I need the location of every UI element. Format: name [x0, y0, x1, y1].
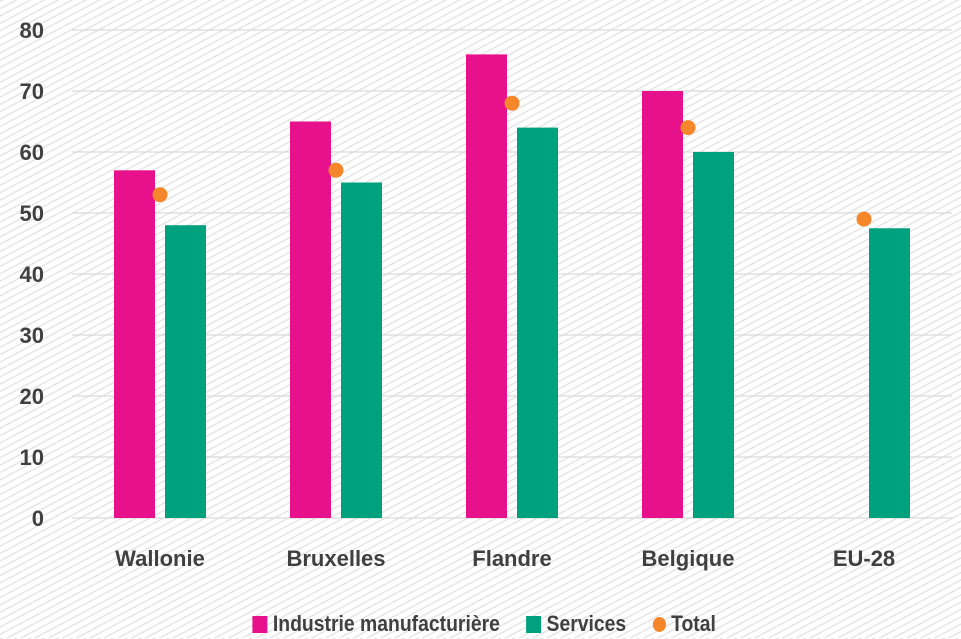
marker-total-wallonie	[152, 187, 168, 203]
bar-services-wallonie	[165, 225, 206, 518]
y-tick-label: 50	[20, 201, 44, 226]
legend-label-industrie: Industrie manufacturière	[272, 611, 500, 636]
marker-total-bruxelles	[328, 162, 344, 178]
y-tick-label: 10	[20, 445, 44, 470]
y-axis-ticks: 0 10 20 30 40 50 60 70 80	[20, 18, 44, 531]
y-tick-label: 0	[32, 506, 44, 531]
marker-total-flandre	[504, 95, 520, 111]
y-tick-label: 20	[20, 384, 44, 409]
y-tick-label: 30	[20, 323, 44, 348]
x-tick-label-eu-28: EU-28	[833, 546, 895, 571]
bar-services-bruxelles	[341, 182, 382, 518]
total-markers	[152, 95, 872, 227]
y-tick-label: 60	[20, 140, 44, 165]
legend: Industrie manufacturière Services Total	[61, 609, 907, 639]
bar-industrie-manufacturiere-bruxelles	[290, 121, 331, 518]
x-axis-ticks: Wallonie Bruxelles Flandre Belgique EU-28	[115, 546, 895, 571]
bar-industrie-manufacturiere-belgique	[642, 91, 683, 518]
bar-services-eu-28	[869, 228, 910, 518]
x-tick-label-belgique: Belgique	[642, 546, 735, 571]
legend-item-total: Total	[652, 611, 716, 637]
bar-industrie-manufacturiere-flandre	[466, 54, 507, 519]
x-tick-label-flandre: Flandre	[472, 546, 551, 571]
legend-swatch-total	[652, 616, 666, 632]
marker-total-belgique	[680, 120, 696, 136]
marker-total-eu-28	[856, 211, 872, 227]
legend-swatch-services	[526, 615, 542, 633]
legend-label-total: Total	[671, 611, 716, 636]
legend-swatch-industrie	[252, 615, 268, 633]
bar-services-belgique	[693, 152, 734, 518]
x-tick-label-bruxelles: Bruxelles	[286, 546, 385, 571]
x-tick-label-wallonie: Wallonie	[115, 546, 205, 571]
y-tick-label: 80	[20, 18, 44, 43]
bar-industrie-manufacturiere-wallonie	[114, 170, 155, 519]
legend-item-industrie: Industrie manufacturière	[252, 611, 500, 637]
bar-services-flandre	[517, 127, 558, 518]
y-tick-label: 40	[20, 262, 44, 287]
bar-chart: 0 10 20 30 40 50 60 70 80 Wallonie Bruxelles Fland…	[20, 18, 952, 571]
legend-item-services: Services	[526, 611, 626, 637]
legend-label-services: Services	[546, 611, 627, 636]
gridlines	[72, 29, 952, 519]
bars	[114, 54, 910, 519]
y-tick-label: 70	[20, 79, 44, 104]
